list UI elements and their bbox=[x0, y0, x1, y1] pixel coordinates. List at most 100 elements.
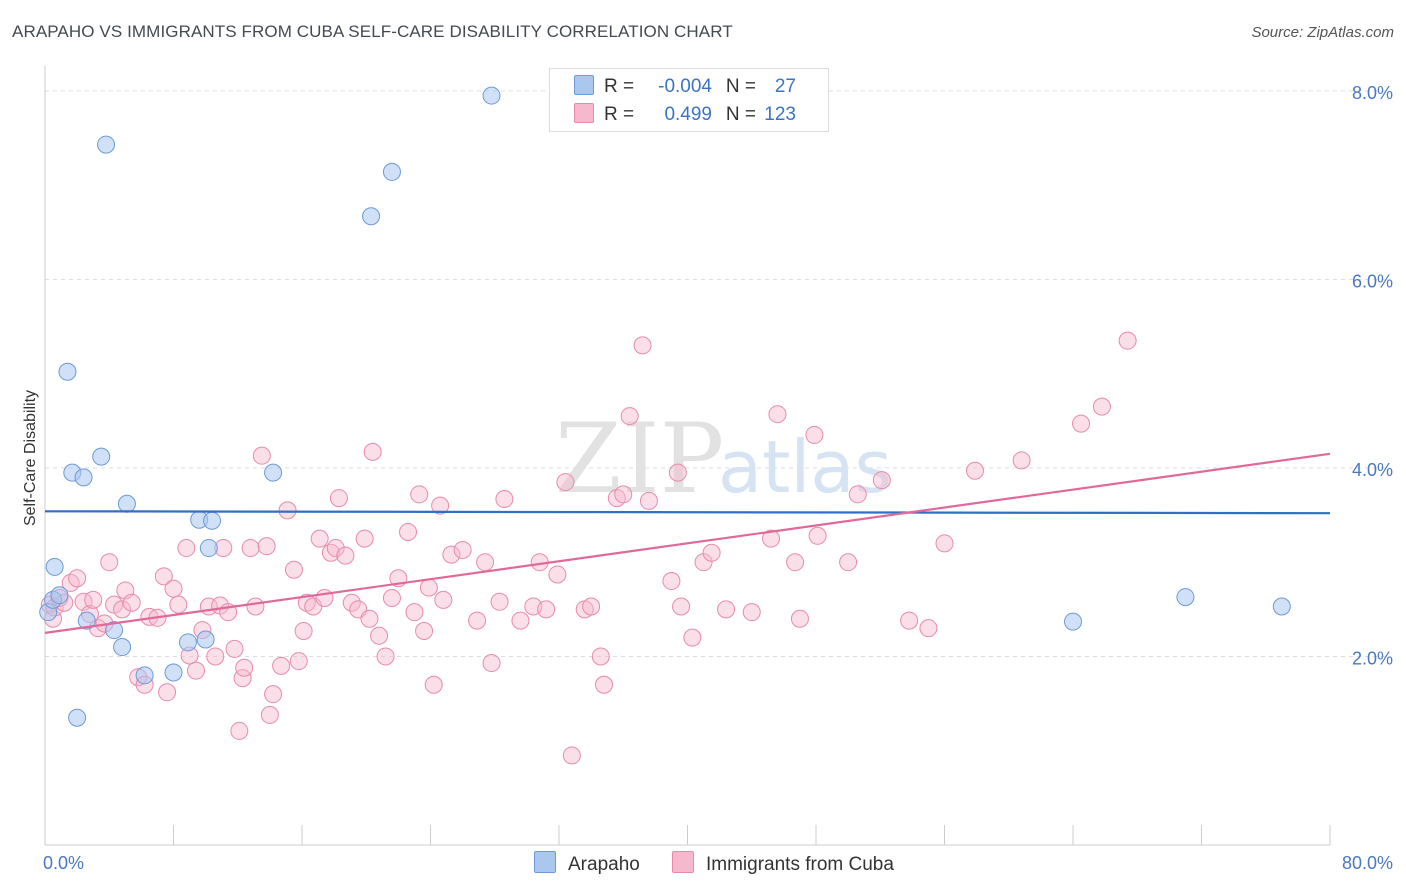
watermark: ZIP atlas bbox=[555, 403, 892, 515]
data-point-cuba bbox=[582, 597, 601, 616]
data-point-arapaho bbox=[97, 135, 116, 154]
data-point-arapaho bbox=[362, 207, 381, 226]
data-point-arapaho bbox=[264, 463, 283, 482]
data-point-cuba bbox=[382, 589, 401, 608]
data-point-arapaho bbox=[1064, 612, 1082, 631]
data-point-cuba bbox=[919, 619, 938, 638]
data-point-cuba bbox=[511, 611, 530, 630]
trend-lines bbox=[44, 452, 1331, 634]
data-point-cuba bbox=[260, 705, 279, 724]
legend-item-cuba: Immigrants from Cuba bbox=[672, 851, 894, 876]
data-point-cuba bbox=[594, 675, 613, 694]
y-tick-label: 8.0% bbox=[1352, 83, 1393, 103]
data-point-cuba bbox=[177, 539, 196, 558]
data-point-cuba bbox=[294, 622, 313, 641]
watermark-zip: ZIP bbox=[555, 403, 724, 515]
legend-n-label: N = bbox=[725, 104, 756, 125]
data-point-cuba bbox=[476, 553, 495, 572]
data-point-arapaho bbox=[164, 663, 183, 682]
axis-labels: 2.0% 4.0% 6.0% 8.0% 0.0% 80.0% Self-Care Disab… bbox=[22, 83, 1393, 873]
data-point-arapaho bbox=[135, 666, 154, 685]
data-point-cuba bbox=[252, 446, 271, 465]
data-point-arapaho bbox=[117, 494, 136, 513]
data-point-cuba bbox=[355, 529, 374, 548]
stats-legend: R = -0.004 N = 27 R = 0.499 N = 123 bbox=[549, 68, 829, 132]
data-point-arapaho bbox=[45, 557, 64, 576]
y-tick-label: 4.0% bbox=[1352, 460, 1393, 480]
data-point-cuba bbox=[284, 560, 303, 579]
data-point-cuba bbox=[336, 546, 355, 565]
data-point-arapaho bbox=[92, 447, 111, 466]
data-point-cuba bbox=[591, 647, 610, 666]
data-point-cuba bbox=[1012, 451, 1031, 470]
data-point-arapaho bbox=[482, 86, 501, 105]
data-point-cuba bbox=[620, 407, 639, 426]
data-point-cuba bbox=[272, 656, 291, 675]
data-point-cuba bbox=[241, 539, 260, 558]
data-point-cuba bbox=[257, 537, 276, 556]
data-point-cuba bbox=[68, 569, 87, 588]
data-point-arapaho bbox=[77, 611, 96, 630]
y-axis-label: Self-Care Disability bbox=[22, 390, 39, 526]
series-arapaho bbox=[39, 86, 1291, 727]
x-tick-label: 80.0% bbox=[1342, 853, 1393, 873]
legend-item-arapaho: Arapaho bbox=[534, 851, 640, 876]
data-point-arapaho bbox=[196, 630, 215, 649]
legend-r-value: -0.004 bbox=[658, 76, 712, 97]
y-tick-label: 6.0% bbox=[1352, 271, 1393, 291]
data-point-cuba bbox=[702, 543, 721, 562]
data-point-cuba bbox=[672, 597, 691, 616]
data-point-cuba bbox=[363, 442, 382, 461]
data-point-cuba bbox=[310, 529, 329, 548]
legend-r-label: R = bbox=[604, 104, 635, 125]
legend-n-value: 27 bbox=[774, 76, 796, 97]
legend-row-arapaho: R = -0.004 N = 27 bbox=[574, 75, 796, 99]
data-point-cuba bbox=[399, 523, 418, 542]
data-point-cuba bbox=[548, 565, 567, 584]
trend-line-cuba bbox=[44, 452, 1331, 634]
grid-lines bbox=[45, 90, 1390, 657]
data-point-arapaho bbox=[382, 162, 401, 181]
data-point-arapaho bbox=[105, 621, 124, 640]
data-point-cuba bbox=[100, 553, 119, 572]
data-point-cuba bbox=[415, 622, 434, 641]
data-point-cuba bbox=[326, 539, 345, 558]
data-point-cuba bbox=[805, 425, 824, 444]
data-point-cuba bbox=[434, 590, 453, 609]
data-point-cuba bbox=[289, 652, 308, 671]
data-point-cuba bbox=[639, 491, 658, 510]
data-point-cuba bbox=[376, 647, 395, 666]
data-point-cuba bbox=[235, 658, 254, 677]
data-point-cuba bbox=[495, 490, 514, 509]
legend-swatch-cuba bbox=[574, 103, 594, 123]
legend-row-cuba: R = 0.499 N = 123 bbox=[574, 103, 796, 127]
legend-r-label: R = bbox=[604, 76, 635, 97]
data-point-cuba bbox=[405, 603, 424, 622]
data-point-cuba bbox=[468, 611, 487, 630]
data-point-cuba bbox=[1118, 331, 1137, 350]
legend-swatch-cuba bbox=[672, 851, 694, 873]
data-point-cuba bbox=[431, 496, 450, 515]
data-point-cuba bbox=[419, 578, 438, 597]
data-point-arapaho bbox=[113, 638, 132, 657]
axes bbox=[44, 66, 1331, 846]
data-point-arapaho bbox=[50, 586, 69, 605]
data-point-cuba bbox=[786, 553, 805, 572]
x-tick-label: 0.0% bbox=[43, 853, 84, 873]
data-point-cuba bbox=[556, 473, 575, 492]
legend-swatch-arapaho bbox=[534, 851, 556, 873]
data-point-arapaho bbox=[74, 468, 93, 487]
data-point-cuba bbox=[872, 471, 891, 490]
data-point-cuba bbox=[360, 609, 379, 628]
data-point-cuba bbox=[329, 489, 348, 508]
data-point-arapaho bbox=[178, 633, 197, 652]
data-point-arapaho bbox=[68, 708, 87, 727]
data-point-cuba bbox=[264, 685, 283, 704]
legend-label-cuba: Immigrants from Cuba bbox=[706, 854, 894, 875]
data-point-cuba bbox=[158, 683, 177, 702]
trend-line-arapaho bbox=[44, 510, 1331, 515]
data-point-cuba bbox=[84, 590, 103, 609]
data-point-cuba bbox=[633, 336, 652, 355]
data-point-cuba bbox=[186, 661, 205, 680]
